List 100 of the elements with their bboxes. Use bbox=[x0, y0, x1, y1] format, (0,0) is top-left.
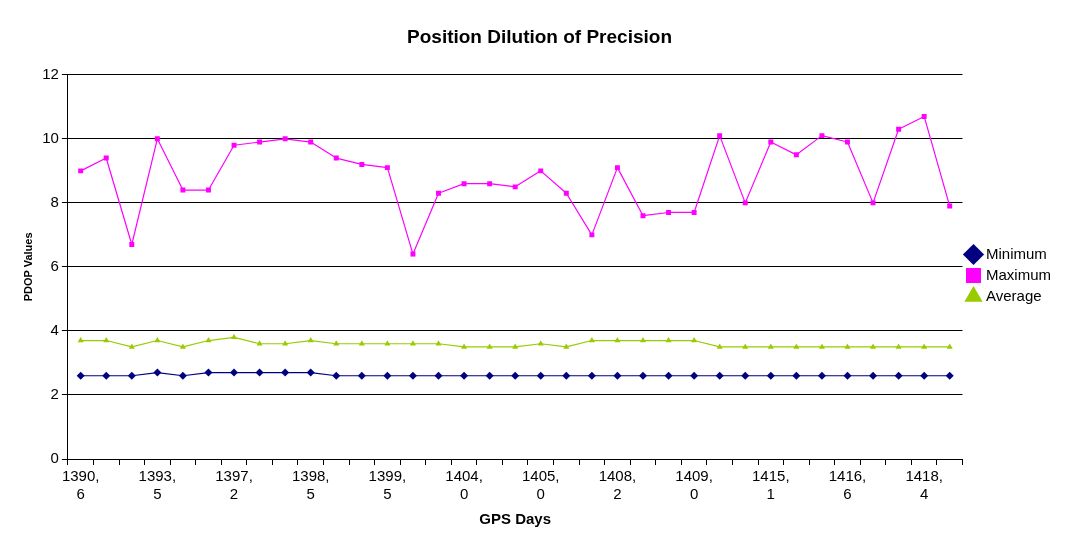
point bbox=[666, 210, 672, 215]
point bbox=[231, 333, 238, 340]
point bbox=[664, 371, 673, 380]
point bbox=[717, 133, 723, 139]
point bbox=[819, 133, 825, 139]
chart-title: Position Dilution of Precision bbox=[407, 25, 672, 47]
y-tick-label: 4 bbox=[50, 321, 59, 339]
point bbox=[231, 142, 237, 148]
point bbox=[512, 343, 519, 349]
point bbox=[920, 371, 929, 380]
point bbox=[845, 139, 850, 145]
point bbox=[78, 168, 84, 174]
point bbox=[512, 184, 518, 190]
point bbox=[921, 343, 928, 349]
point bbox=[894, 371, 903, 380]
x-tick-label: 1399, 5 bbox=[368, 467, 407, 503]
point bbox=[843, 371, 852, 380]
point bbox=[357, 371, 366, 380]
point bbox=[461, 343, 468, 349]
y-tick-label: 2 bbox=[50, 385, 59, 403]
point bbox=[154, 136, 160, 142]
point bbox=[255, 368, 264, 377]
x-axis-title: GPS Days bbox=[479, 510, 552, 528]
point bbox=[896, 126, 902, 132]
point bbox=[308, 139, 314, 145]
point bbox=[127, 371, 136, 380]
point bbox=[281, 368, 290, 377]
point bbox=[766, 371, 775, 380]
point bbox=[563, 343, 570, 349]
x-tick-label: 1415, 1 bbox=[752, 467, 790, 503]
point bbox=[742, 343, 749, 349]
point bbox=[895, 343, 902, 349]
point bbox=[691, 210, 697, 215]
point bbox=[793, 152, 799, 158]
point bbox=[563, 190, 569, 196]
y-axis-title: PDOP Values bbox=[21, 232, 34, 302]
point bbox=[307, 337, 314, 343]
point bbox=[589, 232, 595, 238]
point bbox=[103, 155, 109, 161]
point bbox=[76, 371, 85, 380]
point bbox=[129, 242, 135, 247]
point bbox=[487, 181, 493, 187]
point bbox=[768, 139, 774, 145]
point bbox=[947, 203, 953, 209]
x-tick-label: 1418, 4 bbox=[905, 467, 943, 503]
point bbox=[436, 190, 441, 196]
point bbox=[486, 343, 493, 349]
point bbox=[485, 371, 494, 380]
point bbox=[434, 371, 443, 380]
legend-label: Average bbox=[986, 286, 1042, 304]
point bbox=[715, 371, 724, 380]
point bbox=[128, 343, 135, 349]
point bbox=[793, 343, 800, 349]
point bbox=[230, 368, 239, 377]
point bbox=[741, 371, 750, 380]
point bbox=[410, 251, 416, 257]
point bbox=[562, 371, 571, 380]
x-tick-label: 1416, 6 bbox=[828, 467, 867, 503]
legend-label: Minimum bbox=[986, 244, 1047, 262]
point bbox=[306, 368, 315, 377]
point bbox=[742, 200, 748, 206]
y-tick-label: 10 bbox=[42, 128, 59, 146]
point bbox=[869, 371, 878, 380]
x-tick-label: 1408, 2 bbox=[598, 467, 637, 503]
y-tick-label: 8 bbox=[50, 193, 59, 211]
point bbox=[257, 139, 263, 145]
point bbox=[179, 343, 186, 349]
point bbox=[921, 113, 927, 119]
point bbox=[844, 343, 851, 349]
point bbox=[178, 371, 187, 380]
x-tick-label: 1398, 5 bbox=[291, 467, 330, 503]
point bbox=[408, 371, 417, 380]
point bbox=[332, 371, 341, 380]
point bbox=[690, 371, 699, 380]
point bbox=[154, 337, 161, 343]
x-tick-label: 1393, 5 bbox=[138, 467, 177, 503]
point bbox=[870, 343, 877, 349]
x-tick-label: 1409, 0 bbox=[675, 467, 713, 503]
y-tick-label: 6 bbox=[50, 257, 59, 275]
point bbox=[282, 136, 288, 142]
point bbox=[638, 371, 647, 380]
point bbox=[205, 187, 211, 193]
point bbox=[460, 371, 469, 380]
point bbox=[153, 368, 162, 377]
point bbox=[613, 371, 622, 380]
point bbox=[180, 187, 186, 193]
x-tick-label: 1405, 0 bbox=[521, 467, 560, 503]
y-tick-label: 0 bbox=[50, 449, 59, 467]
point bbox=[538, 168, 544, 174]
point bbox=[817, 371, 826, 380]
point bbox=[716, 343, 723, 349]
point bbox=[384, 165, 390, 171]
y-tick-label: 12 bbox=[42, 64, 59, 82]
x-tick-label: 1390, 6 bbox=[61, 467, 100, 503]
point bbox=[792, 371, 801, 380]
point bbox=[204, 368, 213, 377]
point bbox=[614, 165, 620, 171]
point bbox=[946, 343, 953, 349]
x-tick-label: 1404, 0 bbox=[445, 467, 483, 503]
point bbox=[945, 371, 954, 380]
